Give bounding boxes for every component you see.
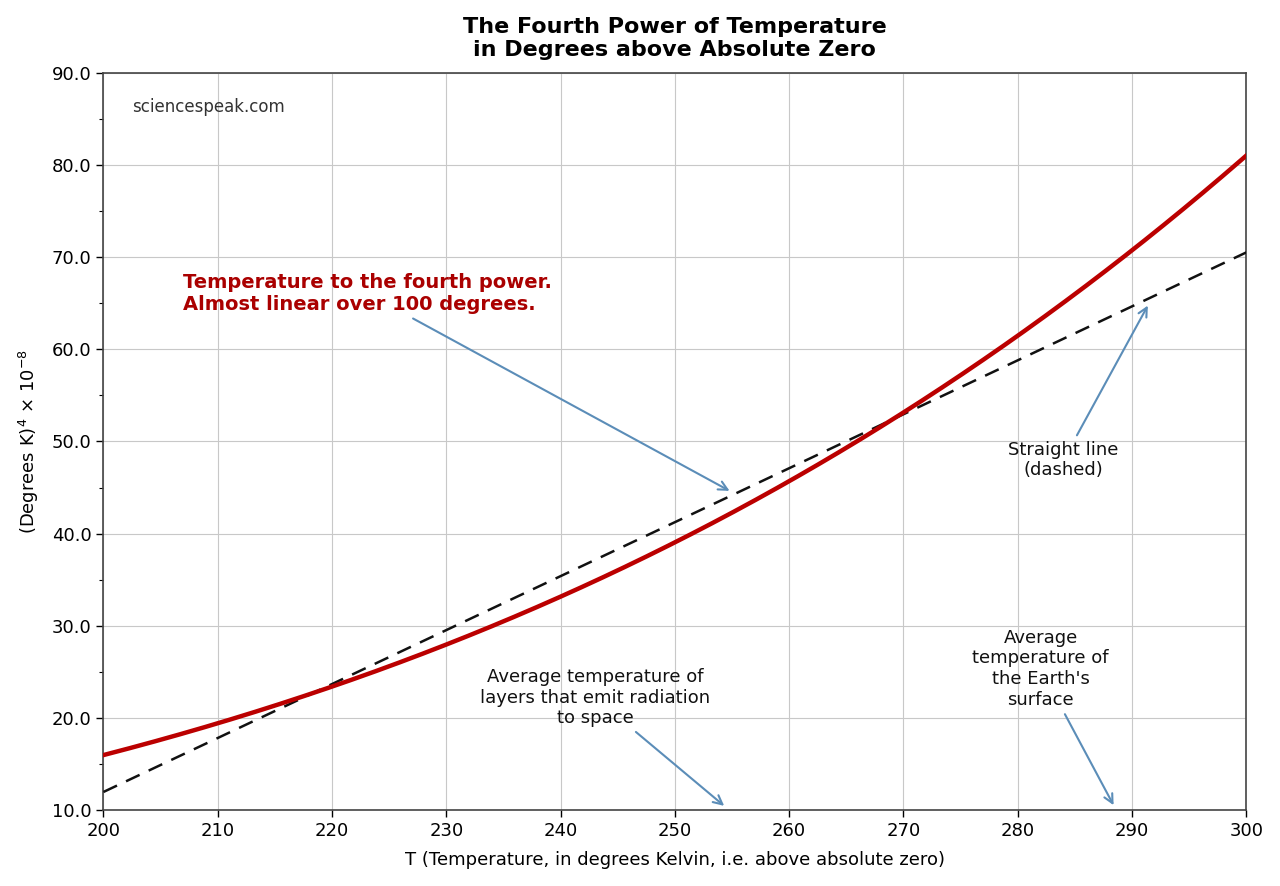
X-axis label: T (Temperature, in degrees Kelvin, i.e. above absolute zero): T (Temperature, in degrees Kelvin, i.e. …	[404, 851, 945, 869]
Text: Average
temperature of
the Earth's
surface: Average temperature of the Earth's surfa…	[973, 628, 1112, 803]
Text: Average temperature of
layers that emit radiation
to space: Average temperature of layers that emit …	[480, 668, 722, 804]
Text: Straight line
(dashed): Straight line (dashed)	[1009, 307, 1147, 479]
Y-axis label: (Degrees K)$^4$ × 10$^{-8}$: (Degrees K)$^4$ × 10$^{-8}$	[17, 349, 41, 534]
Text: sciencespeak.com: sciencespeak.com	[132, 98, 284, 116]
Text: Temperature to the fourth power.
Almost linear over 100 degrees.: Temperature to the fourth power. Almost …	[183, 274, 727, 490]
Title: The Fourth Power of Temperature
in Degrees above Absolute Zero: The Fourth Power of Temperature in Degre…	[463, 17, 887, 60]
